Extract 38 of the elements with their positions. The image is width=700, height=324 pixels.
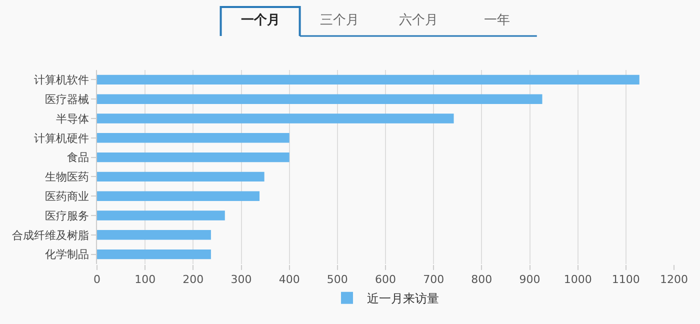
bar	[97, 133, 290, 143]
x-tick-label: 700	[423, 273, 444, 286]
y-tick-label: 医疗器械	[44, 92, 89, 106]
bar	[97, 152, 290, 162]
x-tick-label: 1200	[660, 273, 688, 286]
text: 一年	[484, 13, 510, 28]
bar	[97, 114, 454, 124]
y-tick-label: 化学制品	[44, 248, 89, 262]
x-tick-label: 800	[471, 273, 492, 286]
text: 三个月	[320, 13, 359, 28]
x-tick-label: 400	[278, 273, 300, 286]
x-tick-label: 500	[326, 273, 348, 286]
y-tick-label: 合成纤维及树脂	[12, 228, 89, 242]
y-tick-label: 医疗服务	[44, 209, 89, 222]
y-tick-label: 生物医药	[44, 170, 89, 184]
x-tick-label: 0	[94, 273, 100, 286]
x-tick-label: 1000	[564, 273, 592, 286]
bar	[97, 249, 211, 260]
legend-label: 近一月来访量	[367, 292, 439, 306]
y-tick-label: 计算机硬件	[34, 132, 89, 145]
x-tick-label: 1100	[612, 273, 640, 286]
text: 一个月	[241, 13, 280, 28]
bar	[97, 191, 260, 201]
bar	[97, 74, 640, 85]
x-tick-label: 900	[519, 273, 540, 286]
bar	[97, 172, 264, 182]
y-tick-label: 医药商业	[44, 190, 89, 203]
bar	[97, 230, 211, 240]
x-tick-label: 100	[134, 273, 156, 286]
bar	[97, 94, 542, 104]
text: 六个月	[399, 13, 438, 28]
y-tick-label: 半导体	[56, 112, 89, 126]
y-tick-label: 食品	[66, 151, 89, 164]
bar	[97, 210, 225, 220]
x-tick-label: 200	[182, 273, 204, 286]
x-tick-label: 600	[375, 273, 396, 286]
y-tick-label: 计算机软件	[34, 74, 89, 87]
x-tick-label: 300	[230, 273, 252, 286]
